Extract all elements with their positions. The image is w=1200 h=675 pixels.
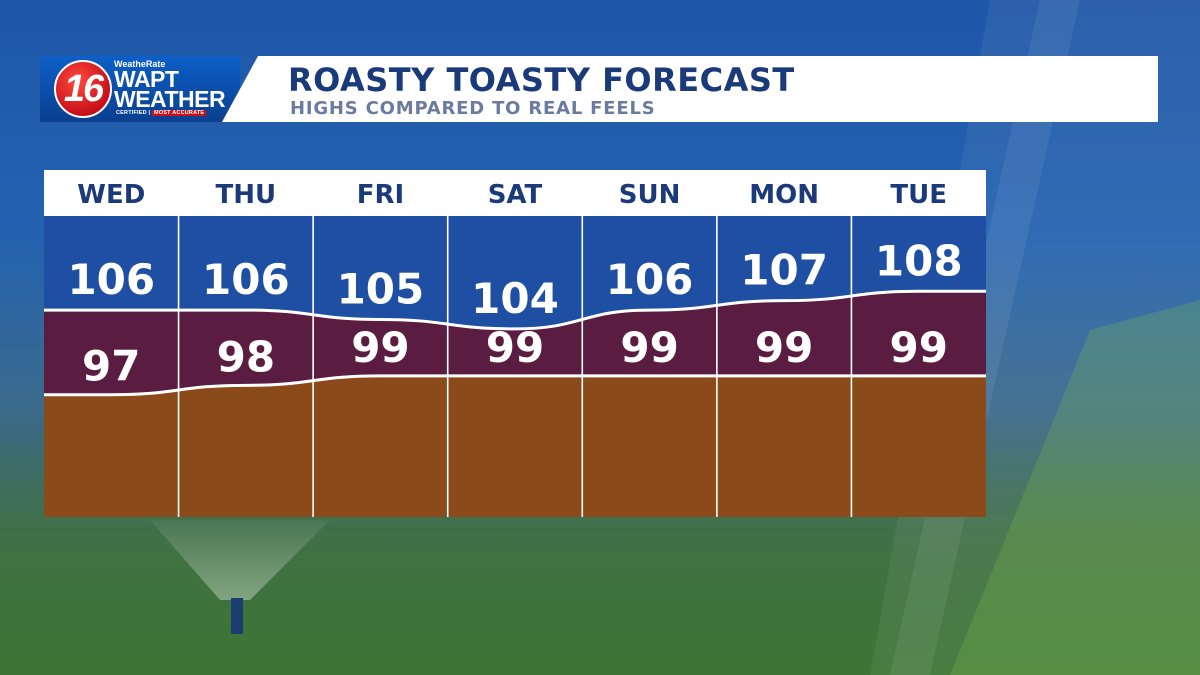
- day-label: TUE: [890, 180, 947, 210]
- sprinkler-head-icon: [231, 598, 243, 634]
- lower-band: [44, 375, 986, 517]
- high-temp-label: 105: [337, 264, 425, 313]
- real-feel-temp-label: 99: [486, 323, 544, 372]
- title-banner: 16 WeatheRate WAPT WEATHER CERTIFIED | M…: [40, 56, 1158, 122]
- real-feel-temp-label: 98: [217, 332, 275, 381]
- page-title: ROASTY TOASTY FORECAST: [288, 61, 795, 99]
- high-temp-label: 106: [202, 255, 290, 304]
- day-label: SUN: [619, 180, 681, 210]
- page-subtitle: HIGHS COMPARED TO REAL FEELS: [290, 98, 656, 119]
- high-temp-label: 104: [471, 274, 559, 323]
- day-label: WED: [77, 180, 145, 210]
- day-header-strip: [44, 170, 986, 216]
- station-logo: 16 WeatheRate WAPT WEATHER CERTIFIED | M…: [40, 56, 240, 122]
- day-label: FRI: [357, 180, 404, 210]
- high-temp-label: 106: [67, 255, 155, 304]
- forecast-chart: WED THU FRI SAT SUN MON TUE 106 106 105 104 106 107 1…: [44, 170, 986, 517]
- real-feel-line: [44, 374, 986, 397]
- highs-line: [44, 289, 986, 331]
- logo-channel-number: 16: [63, 67, 104, 110]
- day-label: SAT: [488, 180, 543, 210]
- real-feel-temp-label: 99: [620, 323, 678, 372]
- logo-tagline: WeatheRate: [114, 59, 166, 69]
- day-label: MON: [749, 180, 819, 210]
- logo-accuracy-text: MOST ACCURATE: [152, 110, 207, 116]
- high-temp-label: 107: [740, 246, 828, 295]
- real-feel-temp-label: 97: [82, 342, 140, 391]
- forecast-chart-svg: WED THU FRI SAT SUN MON TUE 106 106 105 104 106 107 1…: [44, 170, 986, 517]
- logo-brand: WEATHER: [114, 86, 226, 112]
- day-label: THU: [216, 180, 277, 210]
- real-feel-temp-label: 99: [755, 323, 813, 372]
- logo-certified-text: CERTIFIED: [116, 110, 147, 116]
- banner-title-panel: [222, 56, 1158, 122]
- high-temp-label: 106: [606, 255, 694, 304]
- logo-certified: CERTIFIED | MOST ACCURATE: [116, 110, 207, 116]
- real-feel-temp-label: 99: [351, 323, 409, 372]
- logo-station: WAPT: [114, 66, 179, 92]
- real-feel-temp-label: 99: [889, 323, 947, 372]
- high-temp-label: 108: [875, 236, 963, 285]
- channel-16-logo-icon: 16: [54, 60, 112, 118]
